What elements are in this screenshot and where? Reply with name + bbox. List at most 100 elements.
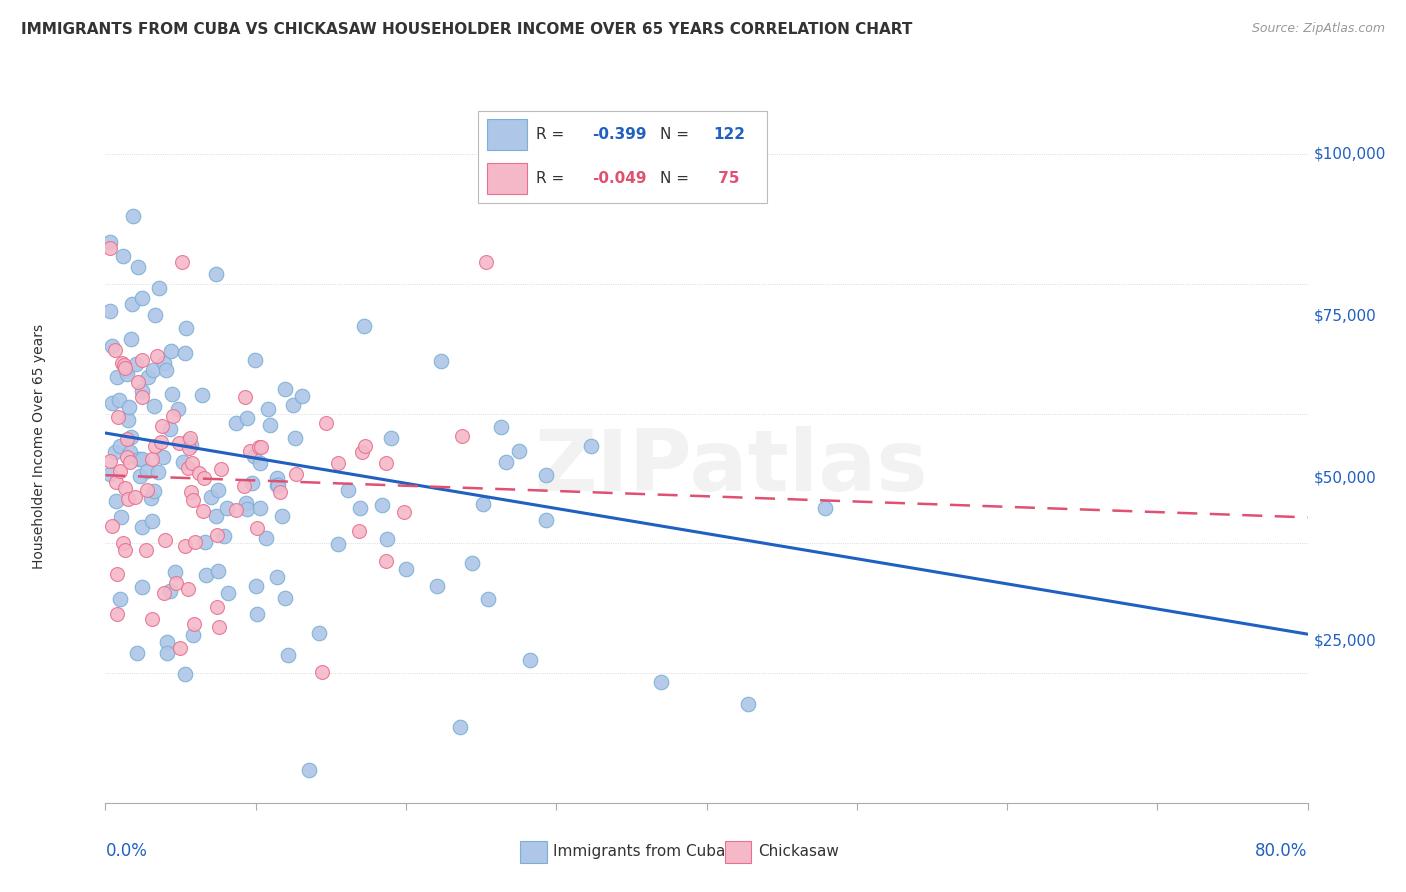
Point bbox=[281, 398, 304, 412]
Point bbox=[107, 409, 129, 424]
Point bbox=[193, 471, 215, 485]
Point bbox=[136, 483, 159, 497]
Point bbox=[114, 361, 136, 376]
Point bbox=[336, 483, 359, 498]
Point bbox=[207, 527, 229, 541]
Point bbox=[266, 570, 288, 584]
Point bbox=[271, 508, 294, 523]
Point bbox=[120, 332, 142, 346]
Text: -0.049: -0.049 bbox=[592, 171, 647, 186]
Point bbox=[105, 567, 128, 582]
Point bbox=[104, 494, 127, 508]
Point bbox=[112, 358, 135, 372]
Point bbox=[195, 567, 218, 582]
Point bbox=[191, 504, 214, 518]
Point bbox=[153, 356, 176, 370]
Point bbox=[380, 431, 402, 445]
Point bbox=[120, 444, 142, 458]
Point bbox=[225, 416, 247, 430]
Point bbox=[349, 501, 371, 516]
Point bbox=[100, 519, 122, 533]
Point bbox=[125, 357, 148, 371]
Point bbox=[814, 500, 837, 515]
Text: $25,000: $25,000 bbox=[1313, 633, 1376, 648]
Point bbox=[139, 491, 162, 505]
Point bbox=[208, 620, 231, 634]
Point bbox=[117, 491, 139, 506]
Point bbox=[508, 444, 530, 458]
Point bbox=[105, 370, 128, 384]
Point bbox=[104, 343, 127, 357]
Point bbox=[127, 260, 149, 275]
Point bbox=[108, 392, 131, 407]
Text: N =: N = bbox=[659, 127, 693, 142]
Text: 80.0%: 80.0% bbox=[1256, 842, 1308, 860]
Point bbox=[266, 470, 288, 484]
Point bbox=[495, 455, 517, 469]
FancyBboxPatch shape bbox=[478, 111, 766, 203]
Point bbox=[179, 430, 201, 444]
Point bbox=[146, 465, 169, 479]
Point bbox=[200, 490, 222, 504]
Point bbox=[120, 455, 142, 469]
Point bbox=[249, 456, 271, 470]
Point bbox=[311, 665, 333, 679]
Point bbox=[160, 344, 183, 359]
Point bbox=[298, 764, 321, 778]
Point bbox=[188, 466, 211, 480]
Point bbox=[243, 352, 266, 367]
Point bbox=[136, 370, 159, 384]
Point bbox=[460, 556, 482, 570]
Point bbox=[184, 534, 207, 549]
FancyBboxPatch shape bbox=[486, 163, 527, 194]
Point bbox=[118, 400, 141, 414]
Point bbox=[155, 533, 177, 548]
Point bbox=[162, 409, 184, 423]
Point bbox=[235, 390, 257, 404]
Point bbox=[150, 435, 173, 450]
Point bbox=[284, 431, 307, 445]
Point bbox=[159, 421, 181, 435]
Point bbox=[235, 495, 257, 509]
Point bbox=[217, 586, 239, 600]
Point bbox=[141, 451, 163, 466]
Point bbox=[239, 444, 262, 458]
Text: R =: R = bbox=[536, 171, 569, 186]
Point bbox=[180, 438, 202, 452]
Point bbox=[245, 579, 267, 593]
Point bbox=[354, 439, 377, 453]
Point bbox=[112, 249, 135, 263]
Point bbox=[489, 419, 512, 434]
Point bbox=[117, 413, 139, 427]
Point bbox=[177, 460, 200, 475]
Point bbox=[131, 291, 153, 305]
Bar bbox=[520, 840, 547, 863]
Point bbox=[242, 449, 264, 463]
Point bbox=[240, 476, 263, 491]
Point bbox=[145, 308, 167, 322]
Point bbox=[579, 439, 602, 453]
Point bbox=[169, 436, 191, 450]
Point bbox=[174, 539, 197, 553]
Point bbox=[395, 561, 418, 575]
Point bbox=[249, 501, 271, 516]
Point bbox=[127, 375, 149, 389]
Point bbox=[131, 520, 153, 534]
Point bbox=[105, 607, 128, 622]
Point bbox=[131, 580, 153, 594]
Point bbox=[128, 451, 150, 466]
Point bbox=[142, 363, 165, 377]
Point bbox=[259, 417, 281, 432]
Point bbox=[131, 353, 153, 368]
Point bbox=[257, 402, 280, 417]
Point bbox=[291, 389, 314, 403]
Point bbox=[146, 349, 169, 363]
Point bbox=[371, 498, 394, 512]
Point bbox=[152, 450, 174, 465]
Point bbox=[191, 388, 214, 402]
Point bbox=[277, 648, 299, 662]
Point bbox=[207, 564, 229, 578]
Point bbox=[165, 575, 187, 590]
Point bbox=[143, 439, 166, 453]
Point bbox=[177, 442, 200, 456]
